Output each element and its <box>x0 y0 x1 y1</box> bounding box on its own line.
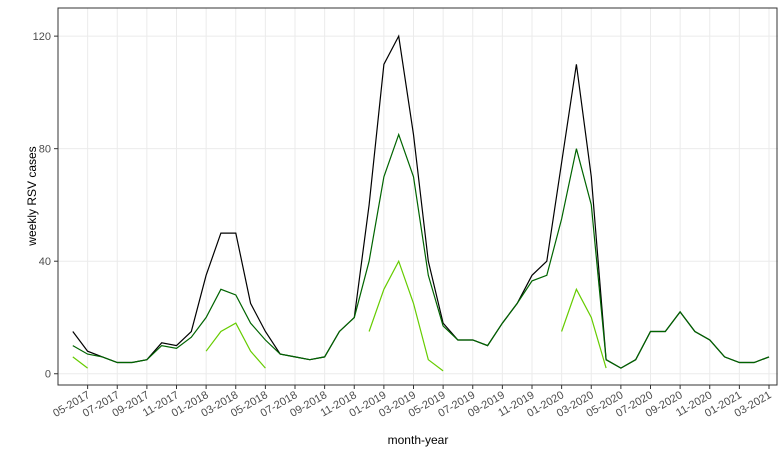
y-tick-label: 40 <box>39 256 51 268</box>
y-tick-label: 120 <box>33 31 51 43</box>
x-axis-title: month-year <box>388 433 449 447</box>
y-tick-label: 80 <box>39 144 51 156</box>
plot-panel <box>58 8 777 385</box>
y-axis-title: weekly RSV cases <box>25 146 39 246</box>
series-line <box>72 132 770 369</box>
y-tick-label: 0 <box>45 369 51 381</box>
plot-border <box>57 7 778 386</box>
